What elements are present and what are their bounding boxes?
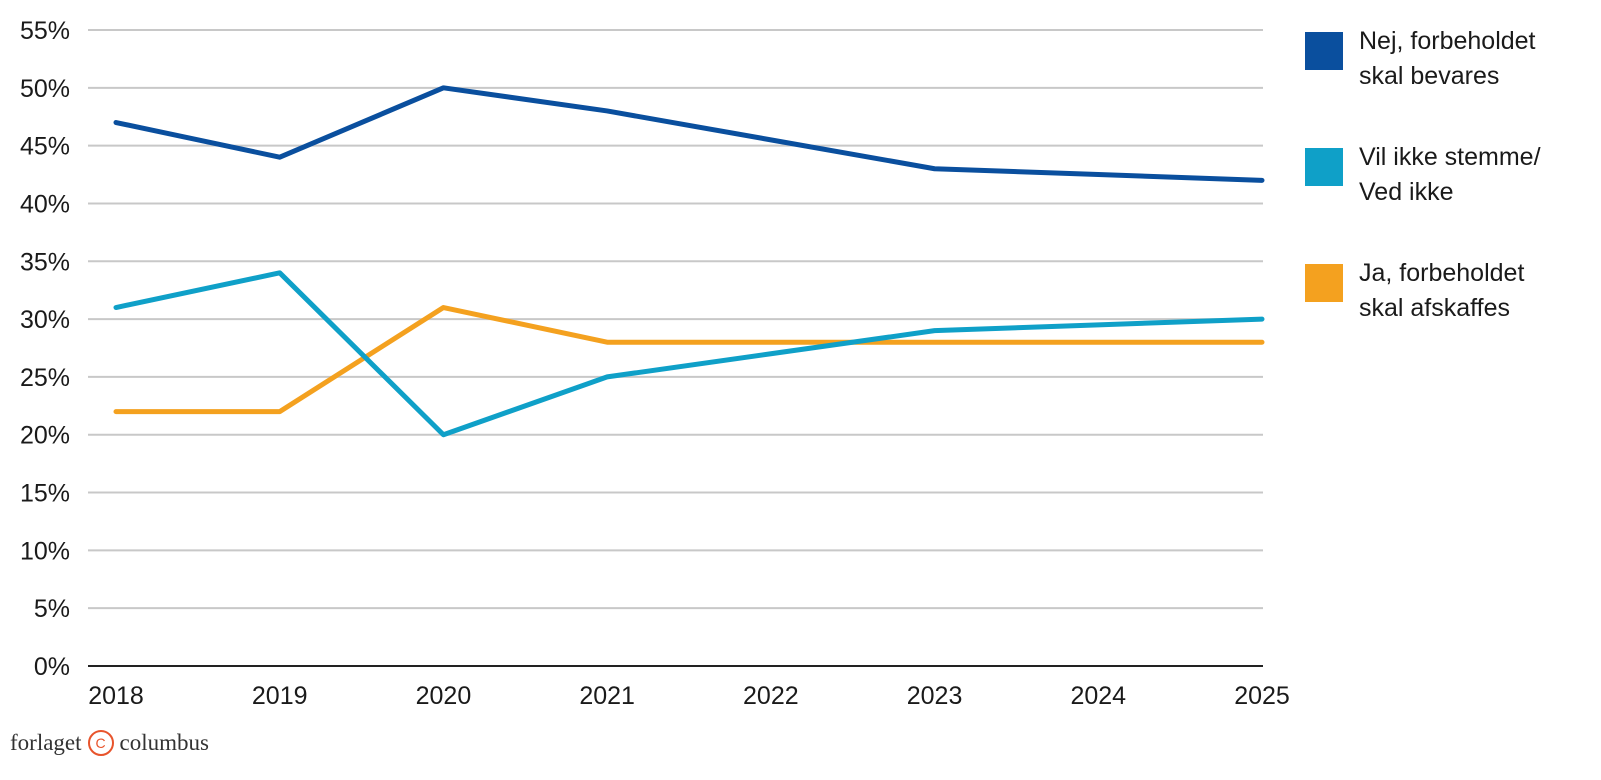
legend-item-nej: Nej, forbeholdet skal bevares (1305, 24, 1595, 140)
y-tick-label: 35% (20, 248, 70, 276)
y-tick-label: 10% (20, 537, 70, 565)
legend: Nej, forbeholdet skal bevares Vil ikke s… (1305, 24, 1595, 372)
legend-swatch-nej (1305, 32, 1343, 70)
legend-label-nej: Nej, forbeholdet skal bevares (1359, 27, 1536, 90)
copyright-icon: C (87, 730, 114, 756)
y-tick-label: 30% (20, 306, 70, 334)
y-tick-label: 5% (34, 595, 70, 623)
x-tick-label: 2023 (907, 682, 963, 710)
y-tick-label: 55% (20, 17, 70, 45)
x-tick-label: 2025 (1234, 682, 1290, 710)
series-line-2 (113, 305, 1265, 415)
y-tick-label: 45% (20, 133, 70, 161)
x-tick-label: 2018 (88, 682, 144, 710)
publisher-logo: forlaget C columbus (10, 730, 209, 756)
series-line-1 (113, 270, 1265, 438)
y-tick-label: 50% (20, 75, 70, 103)
y-tick-label: 15% (20, 480, 70, 508)
brand-right-text: columbus (119, 730, 209, 755)
legend-item-ja: Ja, forbeholdet skal afskaffes (1305, 256, 1595, 372)
x-tick-label: 2022 (743, 682, 799, 710)
y-tick-label: 20% (20, 422, 70, 450)
x-tick-label: 2019 (252, 682, 308, 710)
x-tick-label: 2021 (579, 682, 635, 710)
x-tick-label: 2020 (416, 682, 472, 710)
legend-item-vil-ikke: Vil ikke stemme/ Ved ikke (1305, 140, 1595, 256)
brand-left-text: forlaget (10, 730, 82, 755)
y-tick-label: 25% (20, 364, 70, 392)
legend-swatch-vil-ikke (1305, 148, 1343, 186)
y-tick-label: 0% (34, 653, 70, 681)
series-line-0 (113, 85, 1265, 183)
legend-label-vil-ikke: Vil ikke stemme/ Ved ikke (1359, 143, 1541, 206)
x-tick-label: 2024 (1070, 682, 1126, 710)
legend-label-ja: Ja, forbeholdet skal afskaffes (1359, 259, 1525, 322)
legend-swatch-ja (1305, 264, 1343, 302)
y-tick-label: 40% (20, 190, 70, 218)
